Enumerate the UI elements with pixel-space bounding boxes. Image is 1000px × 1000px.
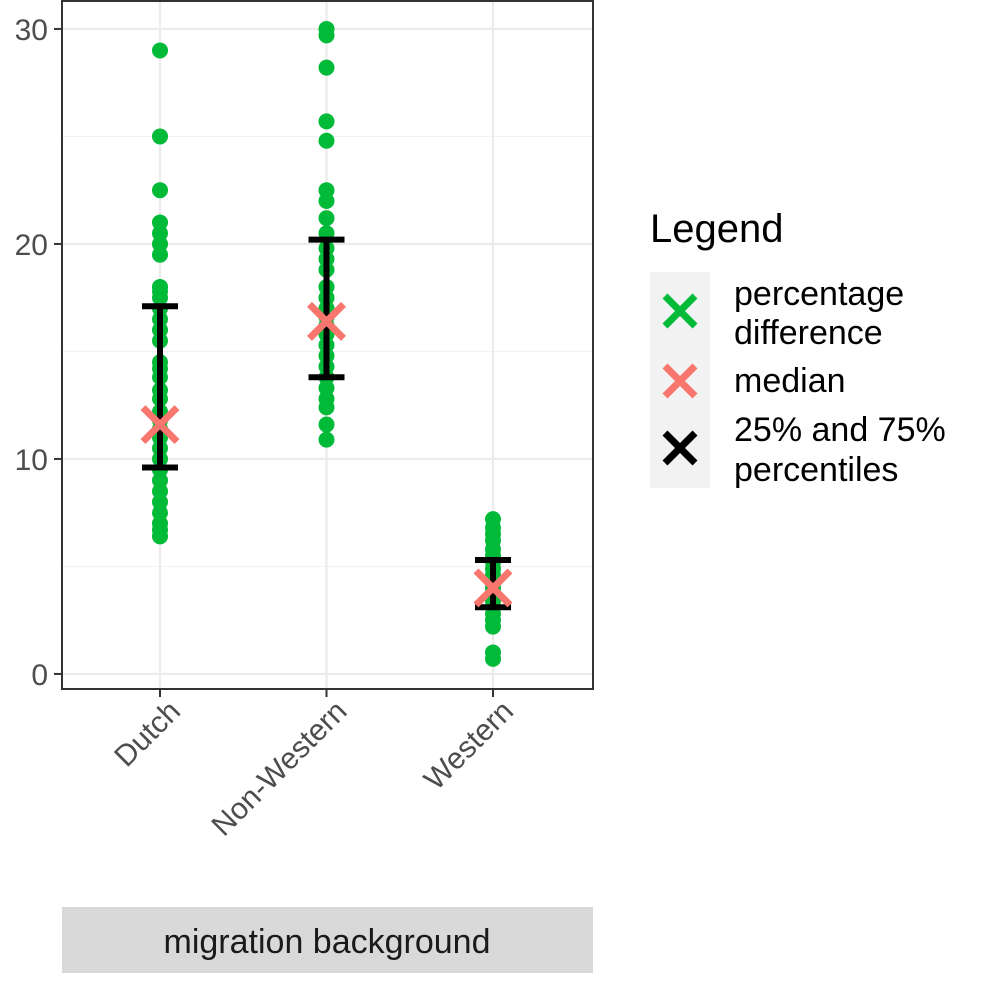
data-point <box>318 27 335 44</box>
legend-label: difference <box>734 314 883 352</box>
y-tick-label: 0 <box>31 659 48 692</box>
data-point <box>318 59 335 76</box>
legend-label: 25% and 75% <box>734 411 946 449</box>
percentile-bar <box>142 303 178 471</box>
y-tick-label: 20 <box>15 229 48 262</box>
median-marker-stroke <box>140 405 180 445</box>
x-tick-label: Non-Western <box>206 695 354 843</box>
y-tick-label: 30 <box>15 14 48 47</box>
data-point <box>318 132 335 149</box>
x-tick-label: Dutch <box>108 695 187 774</box>
median-marker-stroke <box>307 301 346 341</box>
legend-key <box>662 363 698 399</box>
data-point <box>485 650 501 667</box>
strip-label: migration background <box>164 923 491 961</box>
x-tick-label: Western <box>418 695 520 797</box>
data-point <box>318 431 335 448</box>
data-point <box>318 210 335 227</box>
legend-title: Legend <box>650 207 783 251</box>
x-axis: Dutch Non-Western Western <box>108 689 520 843</box>
y-tick-label: 10 <box>15 444 48 477</box>
strip-background <box>62 907 593 973</box>
legend-key <box>662 430 698 466</box>
data-point <box>152 246 168 263</box>
data-point <box>152 128 168 145</box>
data-point <box>152 528 168 545</box>
legend-label: median <box>734 362 846 400</box>
legend-key <box>662 293 698 329</box>
median-marker <box>307 301 346 341</box>
data-point <box>152 182 168 199</box>
legend-label: percentiles <box>734 451 898 489</box>
data-point <box>318 192 335 209</box>
data-point <box>318 399 335 416</box>
y-axis: 0 10 20 30 <box>15 14 62 692</box>
strip: migration background <box>62 907 593 973</box>
data-point <box>318 416 335 433</box>
legend-key-stroke <box>662 363 698 399</box>
data-point <box>318 113 335 130</box>
data-series <box>140 20 513 667</box>
legend-label: percentage <box>734 275 904 313</box>
median-marker-stroke <box>473 568 513 608</box>
percentile-bar <box>308 236 345 381</box>
legend-key-stroke <box>662 293 698 329</box>
median-marker <box>140 405 180 445</box>
median-marker <box>473 568 513 608</box>
data-point <box>485 618 501 635</box>
data-point <box>152 42 168 59</box>
legend-key-stroke <box>662 430 698 466</box>
